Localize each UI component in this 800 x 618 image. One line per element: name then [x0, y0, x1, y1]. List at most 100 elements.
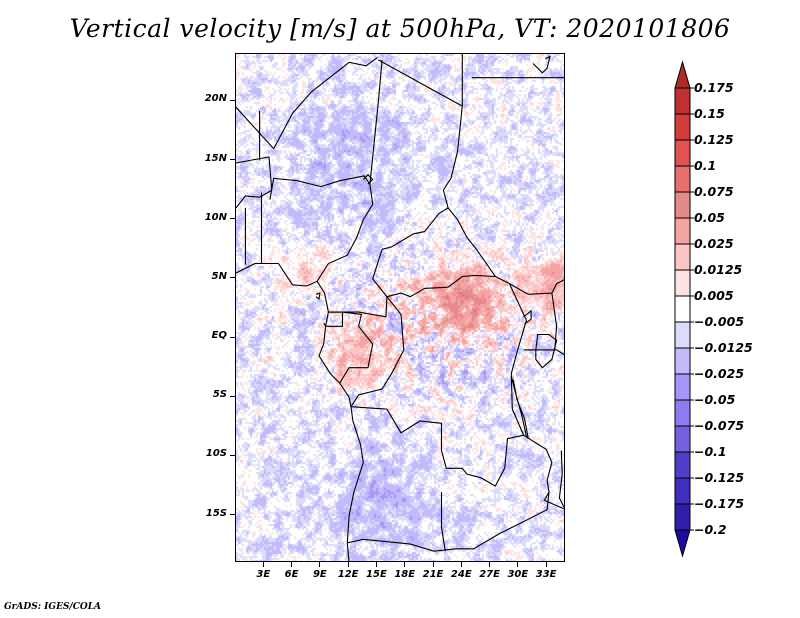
colorbar-label: 0.175: [694, 80, 734, 95]
y-tick: [230, 159, 235, 161]
y-tick-label: 15S: [205, 507, 227, 519]
border-line: [510, 375, 529, 440]
border-line: [323, 311, 344, 327]
x-tick-label: 12E: [337, 569, 359, 580]
colorbar-box: [674, 425, 691, 453]
border-line: [532, 55, 551, 74]
colorbar-label: 0.1: [694, 158, 717, 173]
colorbar-label: −0.2: [694, 522, 727, 537]
x-tick: [432, 562, 434, 567]
colorbar-label: −0.0125: [694, 340, 753, 355]
colorbar-label: −0.075: [694, 418, 745, 433]
x-tick-label: 33E: [535, 569, 557, 580]
border-line: [339, 311, 374, 384]
grads-credit: GrADS: IGES/COLA: [4, 602, 102, 612]
y-tick: [230, 395, 235, 397]
colorbar-label: 0.15: [694, 106, 725, 121]
colorbar-extend-min: [674, 529, 691, 558]
country-borders: [236, 54, 564, 561]
colorbar-box: [674, 451, 691, 479]
x-tick-label: 24E: [450, 569, 472, 580]
colorbar-label: 0.05: [694, 210, 725, 225]
colorbar-box: [674, 503, 691, 531]
colorbar-label: −0.1: [694, 444, 727, 459]
colorbar-box: [674, 321, 691, 349]
border-line: [350, 296, 405, 407]
vertical-velocity-field: [236, 54, 564, 561]
colorbar-label: 0.075: [694, 184, 734, 199]
border-line: [528, 349, 564, 356]
border-line: [523, 434, 564, 510]
border-line: [473, 491, 550, 550]
colorbar-box: [674, 243, 691, 271]
y-tick: [230, 514, 235, 516]
x-tick: [517, 562, 519, 567]
y-tick-label: 10N: [204, 211, 227, 223]
colorbar-box: [674, 217, 691, 245]
x-tick: [262, 562, 264, 567]
y-tick-label: 5N: [211, 270, 227, 282]
x-tick-label: 18E: [394, 569, 416, 580]
colorbar-label: 0.025: [694, 236, 734, 251]
colorbar-box: [674, 87, 691, 115]
colorbar-extend-max: [674, 60, 691, 89]
x-tick: [404, 562, 406, 567]
border-line: [440, 492, 446, 552]
border-line: [350, 406, 506, 487]
colorbar-box: [674, 373, 691, 401]
x-tick-label: 6E: [284, 569, 299, 580]
border-line: [378, 59, 463, 107]
y-tick: [230, 99, 235, 101]
border-line: [369, 59, 383, 185]
border-line: [523, 309, 532, 325]
x-tick-label: 21E: [422, 569, 444, 580]
colorbar-box: [674, 269, 691, 297]
y-tick-label: 5S: [212, 389, 227, 401]
border-line: [551, 293, 558, 350]
border-line: [315, 292, 321, 301]
border-line: [347, 538, 474, 552]
x-tick: [291, 562, 293, 567]
x-tick: [489, 562, 491, 567]
y-tick-label: EQ: [211, 330, 227, 342]
colorbar-label: 0.0125: [694, 262, 743, 277]
y-tick: [230, 218, 235, 220]
x-tick-label: 27E: [479, 569, 500, 580]
x-tick: [319, 562, 321, 567]
y-tick-label: 20N: [204, 93, 227, 105]
y-tick: [230, 454, 235, 456]
colorbar-label: 0.125: [694, 132, 734, 147]
colorbar-label: −0.005: [694, 314, 745, 329]
x-tick: [375, 562, 377, 567]
colorbar-box: [674, 477, 691, 505]
border-line: [269, 175, 371, 200]
y-tick-label: 10S: [205, 448, 227, 460]
border-line: [504, 283, 527, 469]
border-line: [236, 156, 273, 209]
x-tick: [545, 562, 547, 567]
colorbar-box: [674, 165, 691, 193]
colorbar-label: −0.125: [694, 470, 745, 485]
border-line: [447, 207, 564, 295]
border-line: [372, 249, 496, 298]
border-line: [535, 333, 558, 369]
border-line: [558, 450, 564, 508]
y-tick-label: 15N: [204, 152, 227, 164]
colorbar-label: −0.025: [694, 366, 745, 381]
y-tick: [230, 277, 235, 279]
x-tick-label: 30E: [507, 569, 529, 580]
colorbar-box: [674, 139, 691, 167]
x-tick-label: 15E: [366, 569, 387, 580]
map-plot-area: [235, 53, 565, 562]
x-tick-label: 3E: [256, 569, 271, 580]
x-tick: [460, 562, 462, 567]
colorbar-label: −0.175: [694, 496, 745, 511]
x-tick-label: 9E: [312, 569, 327, 580]
colorbar-box: [674, 347, 691, 375]
colorbar-box: [674, 295, 691, 323]
y-tick: [230, 336, 235, 338]
colorbar-box: [674, 113, 691, 141]
colorbar-box: [674, 191, 691, 219]
colorbar-label: 0.005: [694, 288, 734, 303]
